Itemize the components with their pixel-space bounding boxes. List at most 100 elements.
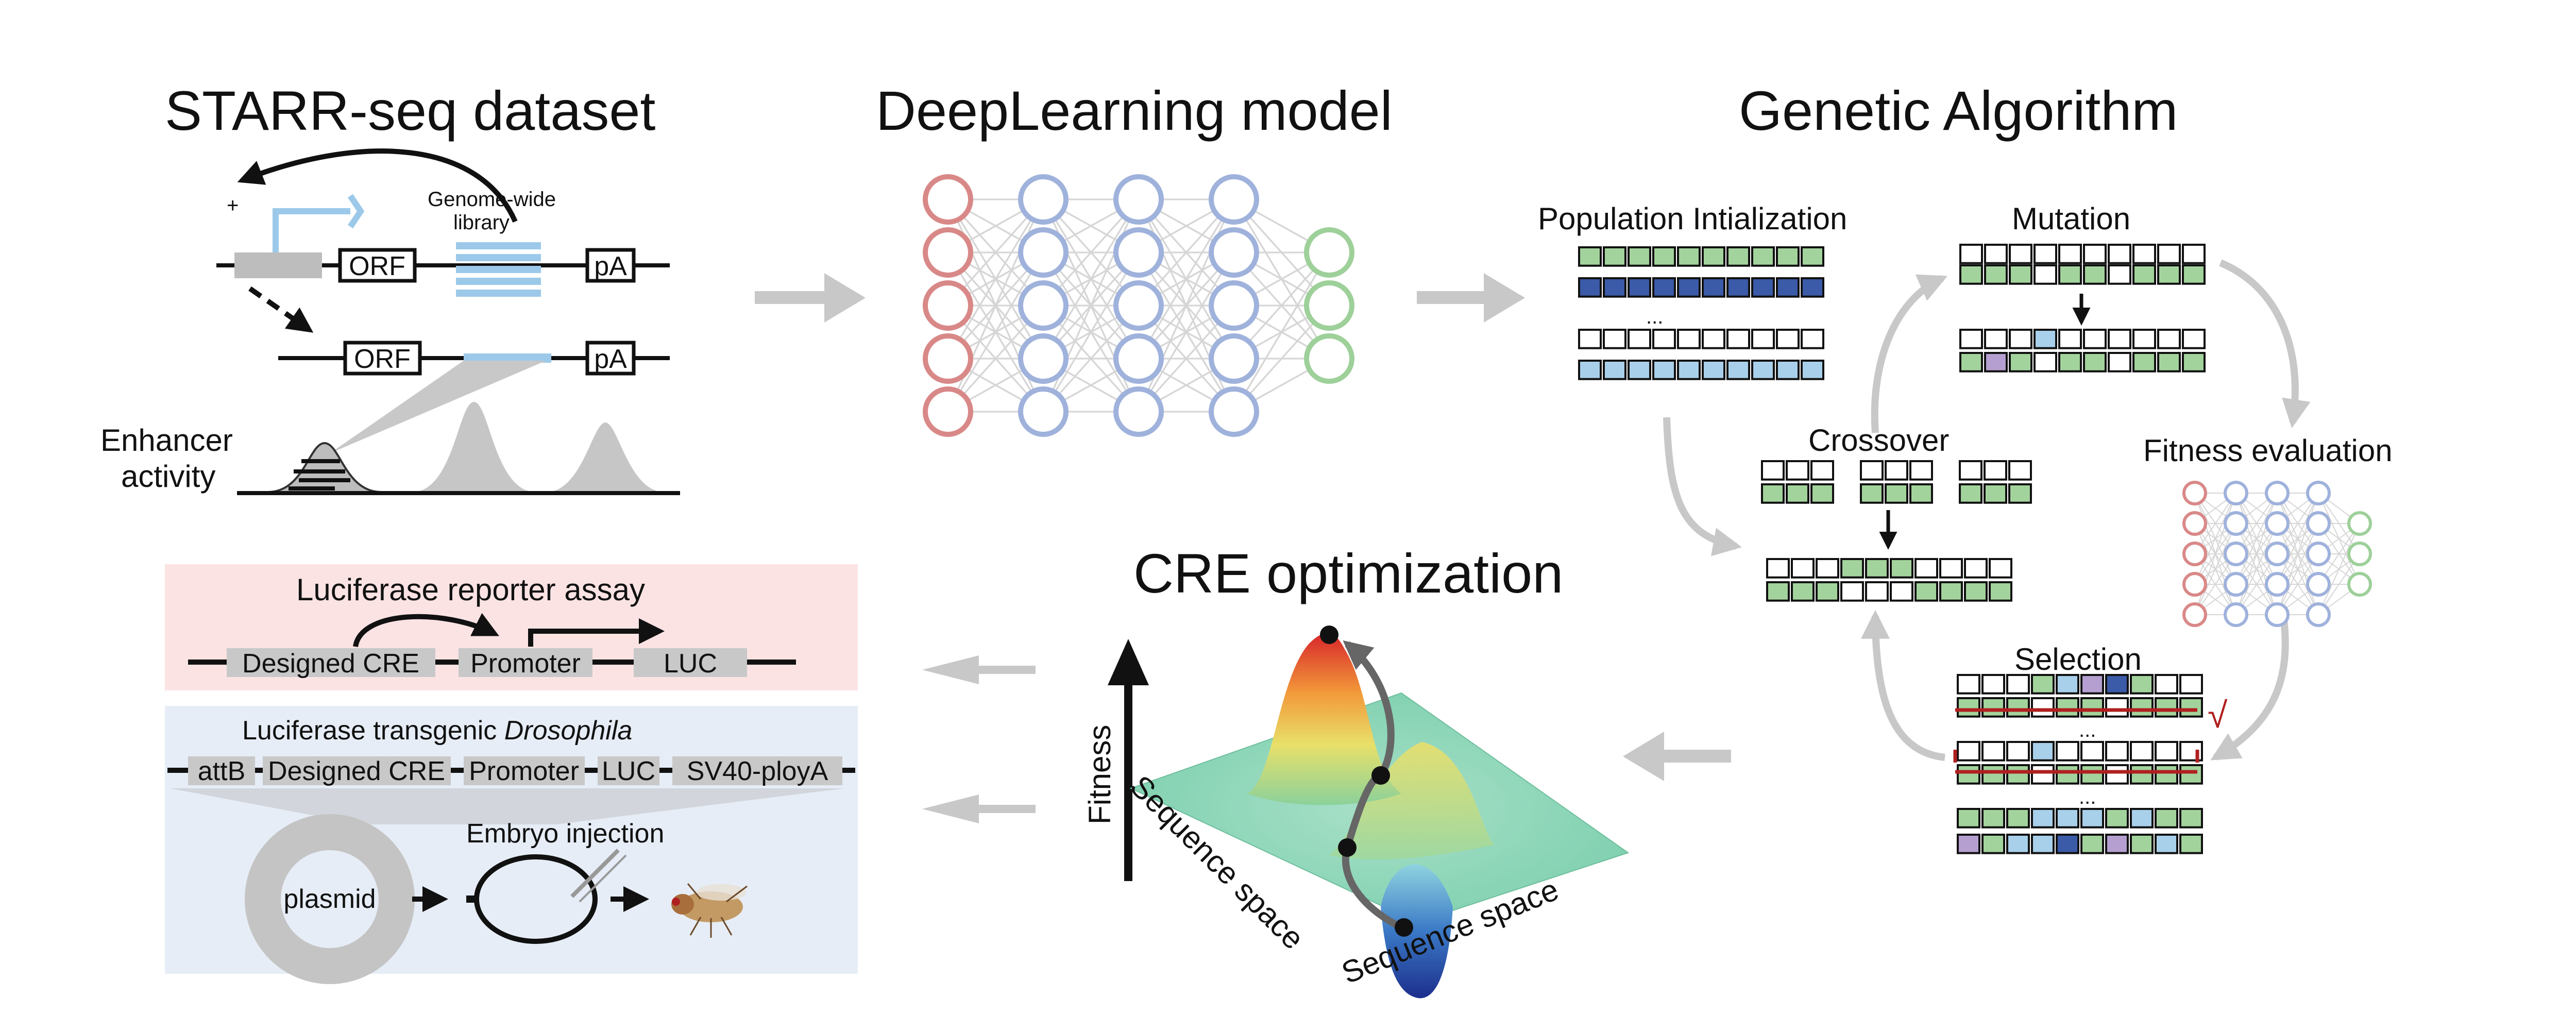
sequence-cell [1776, 246, 1800, 267]
transcription-arrowhead [348, 194, 365, 229]
luciferase-luc-box [634, 648, 747, 677]
nn-node [2224, 511, 2248, 536]
nn-node [2265, 572, 2290, 597]
sequence-cell [2080, 697, 2104, 718]
sequence-cell [2006, 741, 2030, 762]
sequence-cell [2080, 834, 2104, 854]
pa-box-bottom [585, 341, 636, 376]
luciferase-cre-label: Designed CRE [242, 649, 419, 679]
sequence-cell [1776, 277, 1800, 298]
sequence-row [1766, 581, 2012, 602]
nn-node [2265, 481, 2290, 505]
fitness-axis-arrowhead [1108, 639, 1149, 685]
sequence-cell [1885, 460, 1908, 481]
sequence-cell [1981, 697, 2005, 718]
sequence-cell [2033, 352, 2057, 373]
sequence-cell [2132, 264, 2156, 285]
plasmid-label: plasmid [283, 884, 376, 914]
sequence-cell [1860, 460, 1884, 481]
sequence-cell [2083, 329, 2107, 349]
sequence-cell [2105, 741, 2129, 762]
sequence-cell [2130, 674, 2154, 695]
sequence-cell [1751, 360, 1775, 380]
transgenic-promoter-box [464, 756, 585, 785]
nn-node [1018, 280, 1069, 331]
zoom-wedge [330, 361, 546, 453]
library-label-1: Genome-wide [428, 188, 556, 211]
sequence-cell [2058, 244, 2082, 264]
sequence-cell [2132, 352, 2156, 373]
sequence-cell [1801, 277, 1824, 298]
sequence-row [1578, 329, 1824, 349]
sequence-cell [2083, 352, 2107, 373]
sequence-cell [2080, 808, 2104, 829]
pa-label-top: pA [594, 251, 627, 281]
sequence-cell [1890, 581, 1913, 602]
luciferase-cre-box [227, 648, 435, 677]
selection-check-icon: √ [2208, 695, 2228, 735]
sequence-cell [1677, 360, 1701, 380]
activity-peak-1 [267, 442, 382, 493]
nn-node [1209, 174, 1259, 225]
nn-node [923, 386, 973, 437]
sequence-cell [2105, 764, 2129, 785]
sequence-cell [1984, 483, 2007, 504]
nn-node [1113, 174, 1164, 225]
sequence-cell [2108, 329, 2131, 349]
sequence-row [1959, 264, 2206, 285]
sequence-cell [2056, 808, 2079, 829]
sequence-cell [1751, 277, 1775, 298]
cycle-arrow-selection-to-crossover [1861, 610, 1945, 761]
ellipsis-selection-1: ... [2079, 719, 2096, 741]
nn-node [1018, 333, 1069, 384]
read-stack [289, 459, 350, 491]
nn-node [2265, 602, 2290, 627]
sequence-cell [1810, 460, 1834, 481]
sequence-row [1957, 808, 2203, 829]
sequence-row [1761, 460, 2032, 481]
sequence-row [1578, 360, 1824, 380]
sequence-cell [1652, 360, 1676, 380]
sequence-cell [2056, 741, 2079, 762]
sequence-cell [2056, 697, 2079, 718]
embryo-icon [474, 854, 598, 944]
sequence-cell [1801, 329, 1824, 349]
sequence-cell [1865, 558, 1889, 579]
sequence-cell [2105, 697, 2129, 718]
sequence-cell [1786, 483, 1809, 504]
sequence-cell [1761, 483, 1785, 504]
sequence-cell [1652, 277, 1676, 298]
sequence-cell [2031, 741, 2055, 762]
sequence-cell [1702, 360, 1725, 380]
orf-label-top: ORF [349, 251, 405, 281]
sequence-cell [2031, 834, 2055, 854]
fruit-fly-icon [671, 883, 748, 938]
sequence-cell [2179, 764, 2203, 785]
starr-panel: STARR-seq dataset + Genome-wide library … [100, 79, 680, 495]
sequence-cell [1860, 483, 1884, 504]
sequence-cell [1959, 460, 1982, 481]
transgenic-panel: Luciferase transgenic Drosophila attB De… [165, 706, 858, 984]
sequence-cell [1984, 352, 2008, 373]
sequence-cell [2130, 741, 2154, 762]
sequence-cell [2105, 674, 2129, 695]
cycle-arrow-fitness-to-selection [2210, 607, 2289, 761]
sequence-cell [2056, 834, 2079, 854]
curved-arrow [237, 148, 518, 223]
selection-markers [1953, 708, 2199, 774]
activity-peak-3 [546, 422, 665, 492]
injection-needle-edge [579, 854, 627, 903]
sequence-cell [2031, 674, 2055, 695]
sequence-cell [1964, 581, 1988, 602]
nn-node [1304, 280, 1354, 331]
sequence-cell [1964, 558, 1988, 579]
nn-node [1304, 333, 1354, 384]
sequence-row [1957, 674, 2203, 695]
transcription-arrow [273, 208, 350, 258]
sequence-cell [1578, 246, 1602, 267]
sequence-cell [2031, 697, 2055, 718]
attb-box [188, 756, 255, 785]
sequence-row [1957, 697, 2203, 718]
nn-edge [2235, 493, 2278, 585]
luciferase-promoter-label: Promoter [470, 649, 581, 679]
